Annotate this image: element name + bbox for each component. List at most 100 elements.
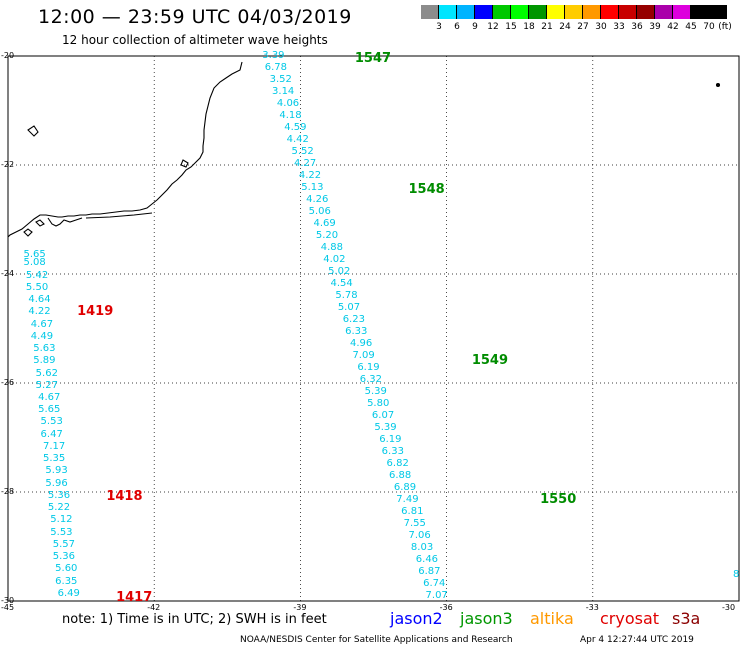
pass-number: 1418	[106, 489, 143, 505]
wave-height-value: 5.57	[52, 538, 75, 550]
wave-height-value: 3.52	[269, 73, 292, 85]
wave-height-value: 6.46	[415, 553, 439, 565]
color-bin-label: 33	[613, 22, 625, 32]
lat-tick-label: -24	[1, 269, 15, 278]
footer-note: note: 1) Time is in UTC; 2) SWH is in fe…	[62, 612, 327, 627]
wave-height-value: 4.88	[320, 241, 344, 253]
pass-number: 1547	[354, 50, 392, 66]
wave-height-value: 6.19	[357, 361, 380, 373]
wave-height-value: 5.22	[47, 502, 71, 514]
color-bin-label: 70	[703, 22, 715, 32]
color-bin	[475, 5, 493, 19]
wave-height-value: 4.18	[279, 109, 302, 121]
color-scale-unit: (ft)	[718, 22, 732, 32]
wave-height-value: 5.96	[45, 477, 68, 489]
color-bin	[637, 5, 655, 19]
wave-height-value: 4.22	[298, 169, 322, 181]
wave-height-value: 4.06	[276, 97, 300, 109]
wave-height-value: 3.14	[272, 85, 295, 97]
wave-height-value: 7.49	[396, 493, 419, 505]
pass-number: 1549	[471, 353, 509, 369]
wave-height-value: 5.42	[25, 269, 49, 281]
wave-height-value: 4.67	[30, 318, 54, 330]
wave-height-value: 4.26	[306, 193, 329, 205]
lon-tick-label: -30	[722, 603, 736, 612]
wave-height-value: 6.07	[371, 409, 395, 421]
pass-number: 1419	[77, 304, 114, 320]
map-title: 12:00 — 23:59 UTC 04/03/2019	[38, 6, 352, 28]
lon-tick-label: -39	[293, 603, 307, 612]
wave-height-value: 6.47	[40, 428, 63, 440]
lat-tick-label: -28	[1, 487, 15, 496]
color-bin	[565, 5, 583, 19]
wave-height-value: 4.49	[30, 331, 54, 343]
color-bin	[547, 5, 565, 19]
wave-height-value: 6.33	[345, 325, 368, 337]
wave-height-value: 5.02	[328, 265, 351, 277]
wave-height-value: 5.39	[364, 385, 387, 397]
wave-height-value: 4.69	[313, 217, 336, 229]
wave-height-value: 7.17	[42, 440, 66, 452]
wave-height-value: 5.35	[42, 453, 66, 465]
wave-height-value: 7.06	[408, 529, 431, 541]
color-bin-label: 18	[523, 22, 535, 32]
color-bin-label: 21	[541, 22, 553, 32]
color-bin	[673, 5, 691, 19]
wave-height-value: 5.53	[50, 526, 73, 538]
wave-height-value: 5.52	[291, 145, 314, 157]
legend-jason3: jason3	[460, 609, 513, 628]
wave-height-value: 4.67	[38, 392, 61, 404]
color-bin-label: 9	[472, 22, 478, 32]
edge-value: 8	[733, 569, 740, 580]
wave-height-value: 4.27	[293, 157, 317, 169]
wave-height-value: 4.02	[323, 253, 346, 265]
color-bin-label: 3	[436, 22, 442, 32]
wave-height-value: 5.36	[52, 551, 75, 563]
color-bin-label: 45	[685, 22, 697, 32]
lat-tick-label: -20	[1, 51, 15, 60]
color-bin-label: 6	[454, 22, 460, 32]
map-subtitle: 12 hour collection of altimeter wave hei…	[62, 33, 328, 47]
wave-height-value: 6.49	[57, 587, 80, 599]
south-coast	[85, 212, 153, 219]
color-bin	[601, 5, 619, 19]
wave-height-value: 4.54	[330, 277, 353, 289]
color-bin-label: 30	[595, 22, 607, 32]
color-bin	[709, 5, 727, 19]
wave-height-value: 6.23	[342, 313, 365, 325]
pass-number: 1548	[408, 181, 445, 197]
lon-tick-label: -33	[585, 603, 599, 612]
color-bin	[583, 5, 601, 19]
coastal-bay	[47, 217, 83, 227]
small-lake	[180, 159, 189, 168]
lon-tick-label: -42	[147, 603, 161, 612]
wave-height-value: 4.59	[284, 121, 307, 133]
wave-height-value: 5.63	[33, 343, 56, 355]
north-coast-island	[27, 125, 39, 137]
lat-tick-label: -26	[1, 378, 15, 387]
wave-height-value: 6.78	[264, 61, 287, 73]
color-bin	[511, 5, 529, 19]
wave-height-value: 4.96	[350, 337, 373, 349]
wave-height-value: 6.74	[423, 577, 446, 589]
wave-height-value: 5.65	[38, 404, 61, 416]
color-bin-label: 15	[505, 22, 517, 32]
map-frame	[7, 55, 740, 602]
legend-s3a: s3a	[672, 609, 701, 628]
color-bin	[619, 5, 637, 19]
wave-height-value: 4.64	[28, 293, 51, 305]
coastal-island	[35, 219, 45, 227]
brazil-coastline	[7, 61, 243, 238]
wave-height-value: 7.07	[425, 589, 448, 601]
wave-height-value: 5.65	[23, 248, 46, 260]
wave-height-value: 5.08	[23, 257, 46, 269]
legend-cryosat: cryosat	[600, 609, 660, 628]
wave-height-value: 6.89	[393, 481, 417, 493]
color-bin	[457, 5, 475, 19]
wave-height-value: 5.20	[315, 229, 339, 241]
lon-tick-label: -45	[1, 603, 15, 612]
color-bin	[691, 5, 709, 19]
wave-height-value: 6.19	[379, 433, 402, 445]
color-bin-label: 12	[487, 22, 499, 32]
